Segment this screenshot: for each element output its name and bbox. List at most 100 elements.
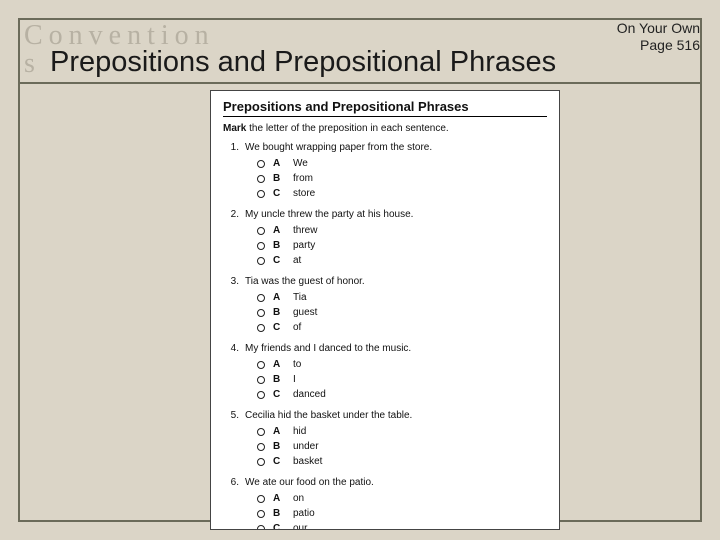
bubble-icon[interactable]: [257, 175, 265, 183]
bubble-icon[interactable]: [257, 510, 265, 518]
worksheet-rule: [223, 116, 547, 117]
worksheet-instruction: Mark the letter of the preposition in ea…: [223, 123, 547, 134]
worksheet-page: Prepositions and Prepositional Phrases M…: [210, 90, 560, 530]
option-letter: C: [273, 320, 285, 335]
option-row[interactable]: A Tia: [257, 290, 547, 305]
option-letter: C: [273, 387, 285, 402]
question-text: Cecilia hid the basket under the table.: [245, 410, 412, 421]
question-text: My friends and I danced to the music.: [245, 343, 411, 354]
option-letter: C: [273, 186, 285, 201]
option-row[interactable]: Bfrom: [257, 171, 547, 186]
option-text: store: [293, 186, 547, 201]
bubble-icon[interactable]: [257, 309, 265, 317]
option-row[interactable]: Bunder: [257, 439, 547, 454]
bubble-icon[interactable]: [257, 361, 265, 369]
option-row[interactable]: BI: [257, 372, 547, 387]
option-letter: A: [273, 223, 285, 238]
on-your-own-label: On Your Own: [617, 20, 700, 37]
header-divider: [20, 82, 700, 84]
instruction-rest: the letter of the preposition in each se…: [246, 123, 448, 134]
bubble-icon[interactable]: [257, 227, 265, 235]
question: 6. We ate our food on the patio. AonBpatio…: [223, 477, 547, 530]
options: AthrewBpartyCat: [257, 223, 547, 268]
option-letter: C: [273, 521, 285, 530]
question-head: 6. We ate our food on the patio.: [223, 477, 547, 488]
question-head: 4.My friends and I danced to the music.: [223, 343, 547, 354]
bubble-icon[interactable]: [257, 428, 265, 436]
option-letter: B: [273, 506, 285, 521]
question-number: 6.: [223, 477, 239, 488]
option-row[interactable]: Athrew: [257, 223, 547, 238]
slide-frame: Convention s On Your Own Page 516 Prepos…: [18, 18, 702, 522]
option-row[interactable]: Bguest: [257, 305, 547, 320]
slide: Convention s On Your Own Page 516 Prepos…: [0, 0, 720, 540]
option-row[interactable]: Cat: [257, 253, 547, 268]
option-letter: A: [273, 424, 285, 439]
option-row[interactable]: Cdanced: [257, 387, 547, 402]
option-letter: A: [273, 357, 285, 372]
option-row[interactable]: Cour: [257, 521, 547, 530]
option-text: of: [293, 320, 547, 335]
question-number: 5.: [223, 410, 239, 421]
options: A WeBfromCstore: [257, 156, 547, 201]
option-row[interactable]: Cbasket: [257, 454, 547, 469]
bubble-icon[interactable]: [257, 257, 265, 265]
option-text: guest: [293, 305, 547, 320]
question: 5. Cecilia hid the basket under the table…: [223, 410, 547, 469]
options: AonBpatioCour: [257, 491, 547, 530]
option-row[interactable]: Ato: [257, 357, 547, 372]
bubble-icon[interactable]: [257, 525, 265, 531]
option-row[interactable]: Aon: [257, 491, 547, 506]
bubble-icon[interactable]: [257, 391, 265, 399]
option-text: Tia: [293, 290, 547, 305]
option-letter: A: [273, 290, 285, 305]
bubble-icon[interactable]: [257, 160, 265, 168]
question-number: 3.: [223, 276, 239, 287]
bubble-icon[interactable]: [257, 458, 265, 466]
bubble-icon[interactable]: [257, 294, 265, 302]
option-letter: C: [273, 253, 285, 268]
bubble-icon[interactable]: [257, 495, 265, 503]
question-head: 1. We bought wrapping paper from the stor…: [223, 142, 547, 153]
question-text: Tia was the guest of honor.: [245, 276, 365, 287]
option-row[interactable]: Cof: [257, 320, 547, 335]
question-number: 1.: [223, 142, 239, 153]
option-row[interactable]: Bpatio: [257, 506, 547, 521]
page-number-label: Page 516: [617, 37, 700, 54]
question-text: My uncle threw the party at his house.: [245, 209, 413, 220]
page-title: Prepositions and Prepositional Phrases: [50, 46, 556, 79]
question-head: 3. Tia was the guest of honor.: [223, 276, 547, 287]
bubble-icon[interactable]: [257, 324, 265, 332]
option-letter: A: [273, 491, 285, 506]
question-text: We bought wrapping paper from the store.: [245, 142, 432, 153]
option-row[interactable]: Ahid: [257, 424, 547, 439]
questions-list: 1. We bought wrapping paper from the stor…: [223, 142, 547, 530]
option-row[interactable]: Cstore: [257, 186, 547, 201]
option-letter: B: [273, 171, 285, 186]
option-letter: A: [273, 156, 285, 171]
page-ref: On Your Own Page 516: [617, 20, 700, 54]
question: 2.My uncle threw the party at his house.…: [223, 209, 547, 268]
bubble-icon[interactable]: [257, 190, 265, 198]
question-text: We ate our food on the patio.: [245, 477, 374, 488]
question: 4.My friends and I danced to the music. A…: [223, 343, 547, 402]
instruction-bold: Mark: [223, 123, 246, 134]
question-head: 2.My uncle threw the party at his house.: [223, 209, 547, 220]
option-row[interactable]: Bparty: [257, 238, 547, 253]
option-text: to: [293, 357, 547, 372]
question: 3.Tia was the guest of honor.ATiaBguestC…: [223, 276, 547, 335]
option-letter: B: [273, 238, 285, 253]
option-row[interactable]: A We: [257, 156, 547, 171]
bubble-icon[interactable]: [257, 242, 265, 250]
option-text: I: [293, 372, 547, 387]
option-text: We: [293, 156, 547, 171]
options: AhidBunderCbasket: [257, 424, 547, 469]
option-text: our: [293, 521, 547, 530]
convention-watermark-2: s: [24, 48, 41, 80]
bubble-icon[interactable]: [257, 443, 265, 451]
options: AtoBICdanced: [257, 357, 547, 402]
worksheet-title: Prepositions and Prepositional Phrases: [223, 99, 547, 114]
bubble-icon[interactable]: [257, 376, 265, 384]
option-text: on: [293, 491, 547, 506]
option-letter: B: [273, 305, 285, 320]
